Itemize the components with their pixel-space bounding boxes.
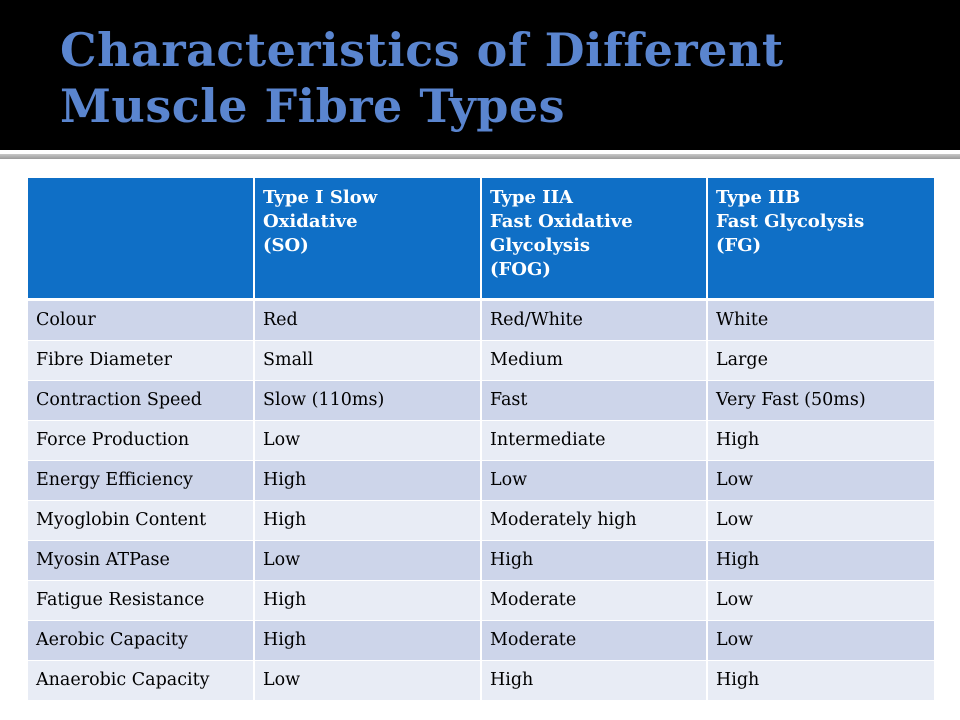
table-row: Fatigue Resistance High Moderate Low: [28, 580, 934, 621]
row-label-cell: Colour: [28, 299, 255, 341]
header-line: Glycolysis: [490, 235, 591, 256]
table-row: Myoglobin Content High Moderately high Low: [28, 500, 934, 541]
table-cell: Low: [254, 420, 482, 461]
table-cell: Slow (110ms): [254, 380, 482, 421]
table-row: Aerobic Capacity High Moderate Low: [28, 620, 934, 661]
header-line: (SO): [263, 235, 309, 256]
row-label-cell: Anaerobic Capacity: [28, 660, 255, 701]
table-cell: Red/White: [481, 299, 708, 341]
table-row: Contraction Speed Slow (110ms) Fast Very Fa…: [28, 380, 934, 421]
slide-title: Characteristics of Different Muscle Fibr…: [60, 23, 784, 133]
table-cell: Small: [254, 340, 482, 381]
header-line: Oxidative: [263, 211, 358, 232]
table-cell: Fast: [481, 380, 708, 421]
header-cell-type-i: Type I Slow Oxidative (SO): [254, 178, 482, 301]
table-cell: Low: [254, 540, 482, 581]
header-line: Fast Oxidative: [490, 211, 633, 232]
row-label-cell: Myoglobin Content: [28, 500, 255, 541]
row-label-cell: Force Production: [28, 420, 255, 461]
table-cell: Low: [707, 620, 934, 661]
table-cell: Low: [707, 500, 934, 541]
row-label-cell: Fibre Diameter: [28, 340, 255, 381]
fibre-types-table: Type I Slow Oxidative (SO) Type IIA Fast…: [28, 178, 934, 701]
table-cell: White: [707, 299, 934, 341]
table-cell: Low: [707, 460, 934, 501]
table-header-row: Type I Slow Oxidative (SO) Type IIA Fast…: [28, 178, 934, 301]
table-cell: Moderate: [481, 620, 708, 661]
header-line: (FOG): [490, 259, 551, 280]
table-cell: Very Fast (50ms): [707, 380, 934, 421]
table-cell: High: [481, 660, 708, 701]
header-line: Type IIB: [716, 187, 801, 208]
header-line: Type IIA: [490, 187, 573, 208]
table-row: Force Production Low Intermediate High: [28, 420, 934, 461]
header-cell-empty: [28, 178, 255, 301]
header-line: (FG): [716, 235, 762, 256]
table-cell: Moderate: [481, 580, 708, 621]
row-label-cell: Energy Efficiency: [28, 460, 255, 501]
row-label-cell: Fatigue Resistance: [28, 580, 255, 621]
table-row: Myosin ATPase Low High High: [28, 540, 934, 581]
header-cell-type-iia: Type IIA Fast Oxidative Glycolysis (FOG): [481, 178, 708, 301]
table-cell: Low: [254, 660, 482, 701]
table-cell: High: [254, 620, 482, 661]
title-band: Characteristics of Different Muscle Fibr…: [0, 0, 960, 150]
title-divider-shadow: [0, 154, 960, 159]
header-line: Type I Slow: [263, 187, 378, 208]
row-label-cell: Myosin ATPase: [28, 540, 255, 581]
table-cell: Intermediate: [481, 420, 708, 461]
table-cell: High: [254, 580, 482, 621]
table-row: Colour Red Red/White White: [28, 299, 934, 341]
table-cell: Large: [707, 340, 934, 381]
table-cell: High: [481, 540, 708, 581]
table-body: Colour Red Red/White White Fibre Diameter Sma…: [28, 299, 934, 701]
table-cell: High: [707, 540, 934, 581]
table-cell: Moderately high: [481, 500, 708, 541]
table-cell: High: [254, 460, 482, 501]
row-label-cell: Aerobic Capacity: [28, 620, 255, 661]
row-label-cell: Contraction Speed: [28, 380, 255, 421]
table-cell: Medium: [481, 340, 708, 381]
title-divider: [0, 150, 960, 153]
table-row: Energy Efficiency High Low Low: [28, 460, 934, 501]
table-cell: Red: [254, 299, 482, 341]
table-row: Fibre Diameter Small Medium Large: [28, 340, 934, 381]
table-row: Anaerobic Capacity Low High High: [28, 660, 934, 701]
table-cell: High: [707, 660, 934, 701]
table-cell: Low: [481, 460, 708, 501]
header-cell-type-iib: Type IIB Fast Glycolysis (FG): [707, 178, 934, 301]
table-cell: High: [254, 500, 482, 541]
header-line: Fast Glycolysis: [716, 211, 865, 232]
table-cell: High: [707, 420, 934, 461]
table-cell: Low: [707, 580, 934, 621]
